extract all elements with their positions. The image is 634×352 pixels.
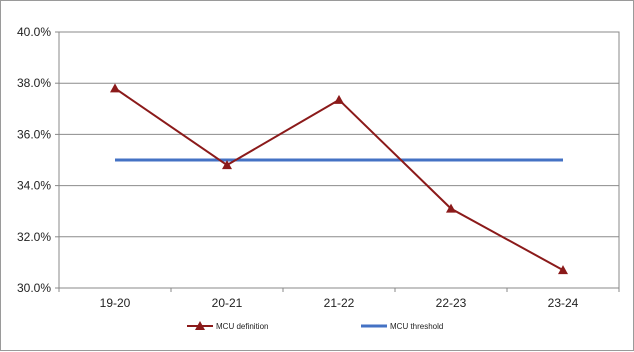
plot-area <box>58 31 620 289</box>
series-mcu-definition <box>110 83 568 275</box>
legend-item: MCU definition <box>187 321 268 331</box>
data-point-marker <box>446 203 456 213</box>
x-tick-label: 20-21 <box>212 296 243 310</box>
data-point-marker <box>110 83 120 93</box>
series-line <box>114 87 564 271</box>
y-tick-label: 36.0% <box>17 127 51 141</box>
x-axis-ticks: 19-20 20-21 21-22 22-23 23-24 <box>58 288 620 310</box>
x-tick-label: 19-20 <box>100 296 131 310</box>
legend-item: MCU threshold <box>361 322 443 331</box>
legend-marker <box>195 321 205 330</box>
x-tick-label: 21-22 <box>324 296 355 310</box>
data-point-marker <box>222 160 232 170</box>
legend: MCU definition MCU threshold <box>187 321 443 331</box>
x-tick-label: 23-24 <box>548 296 579 310</box>
data-point-marker <box>334 94 344 104</box>
series-layer <box>110 83 568 275</box>
y-tick-label: 30.0% <box>17 281 51 295</box>
data-point-marker <box>558 265 568 275</box>
legend-label: MCU definition <box>216 322 268 331</box>
legend-label: MCU threshold <box>390 322 443 331</box>
y-tick-label: 34.0% <box>17 179 51 193</box>
y-axis-ticks: 30.0% 32.0% 34.0% 36.0% 38.0% 40.0% <box>17 25 59 295</box>
y-tick-label: 40.0% <box>17 25 51 39</box>
grid-lines <box>59 82 619 238</box>
y-tick-label: 38.0% <box>17 76 51 90</box>
y-tick-label: 32.0% <box>17 230 51 244</box>
x-tick-label: 22-23 <box>436 296 467 310</box>
